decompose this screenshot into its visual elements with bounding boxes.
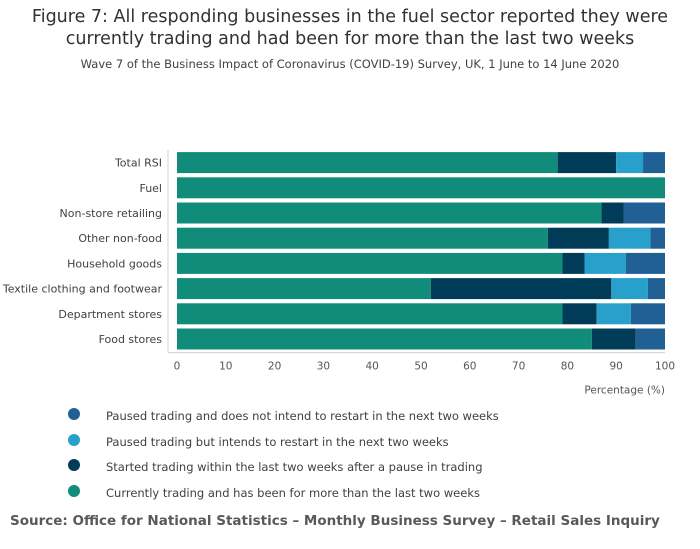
category-label: Food stores — [99, 333, 163, 346]
bar-segment — [611, 278, 648, 300]
category-label: Other non-food — [78, 232, 162, 245]
bar-segment — [177, 227, 548, 249]
bar-segment — [616, 152, 644, 174]
bar-segment — [608, 227, 651, 249]
bar-segment — [650, 227, 665, 249]
x-tick-label: 40 — [366, 361, 379, 373]
chart-x-ticks: 0 10 20 30 40 50 60 70 80 90 100 — [174, 361, 675, 373]
x-tick-label: 50 — [414, 361, 427, 373]
bar-segment — [630, 303, 665, 325]
source-note: Source: Office for National Statistics –… — [10, 513, 660, 529]
x-tick-label: 20 — [268, 361, 281, 373]
x-tick-label: 30 — [317, 361, 330, 373]
bar-segment — [557, 152, 617, 174]
chart-bars — [177, 152, 665, 350]
chart-title-line-2: currently trading and had been for more … — [65, 29, 635, 49]
x-tick-label: 60 — [463, 361, 476, 373]
bar-segment — [177, 328, 592, 350]
chart-gridlines — [167, 150, 665, 354]
x-tick-label: 70 — [512, 361, 525, 373]
category-label: Textile clothing and footwear — [2, 283, 163, 296]
category-label: Fuel — [139, 182, 162, 195]
bar-segment — [177, 252, 563, 274]
x-axis-label: Percentage (%) — [584, 385, 665, 397]
legend-label: Currently trading and has been for more … — [106, 485, 480, 500]
chart-subtitle: Wave 7 of the Business Impact of Coronav… — [80, 57, 620, 71]
x-tick-label: 90 — [610, 361, 623, 373]
bar-segment — [562, 303, 597, 325]
bar-segment — [177, 152, 558, 174]
bar-segment — [647, 278, 665, 300]
bar-segment — [430, 278, 612, 300]
bar-segment — [625, 252, 665, 274]
category-label: Total RSI — [114, 157, 162, 170]
legend-label: Paused trading but intends to restart in… — [106, 434, 449, 449]
bar-segment — [177, 177, 665, 199]
bar-segment — [547, 227, 609, 249]
bar-segment — [635, 328, 665, 350]
bar-segment — [591, 328, 636, 350]
legend-swatch — [68, 459, 80, 471]
bar-chart: Total RSI Fuel Non-store retailing Other no… — [2, 150, 675, 397]
category-label: Department stores — [58, 308, 162, 321]
legend-label: Started trading within the last two week… — [106, 460, 483, 474]
bar-segment — [177, 303, 563, 325]
bar-segment — [623, 202, 665, 224]
bar-segment — [177, 278, 431, 300]
x-tick-label: 80 — [561, 361, 574, 373]
legend-swatch — [68, 433, 80, 446]
x-tick-label: 10 — [219, 361, 232, 373]
legend-swatch — [68, 484, 80, 497]
chart-title: Figure 7: All responding businesses in t… — [0, 6, 700, 50]
legend-label: Paused trading and does not intend to re… — [106, 409, 499, 423]
bar-segment — [562, 252, 585, 274]
x-tick-label: 0 — [174, 361, 181, 373]
chart-title-line-1: Figure 7: All responding businesses in t… — [31, 7, 669, 27]
x-tick-label: 100 — [655, 361, 675, 373]
category-label: Household goods — [67, 257, 162, 270]
bar-segment — [601, 202, 624, 224]
bar-segment — [643, 152, 665, 174]
bar-segment — [177, 202, 602, 224]
bar-segment — [584, 252, 626, 274]
legend-swatch — [68, 408, 80, 420]
chart-category-labels: Total RSI Fuel Non-store retailing Other no… — [2, 157, 163, 346]
category-label: Non-store retailing — [60, 207, 162, 220]
bar-segment — [596, 303, 631, 325]
